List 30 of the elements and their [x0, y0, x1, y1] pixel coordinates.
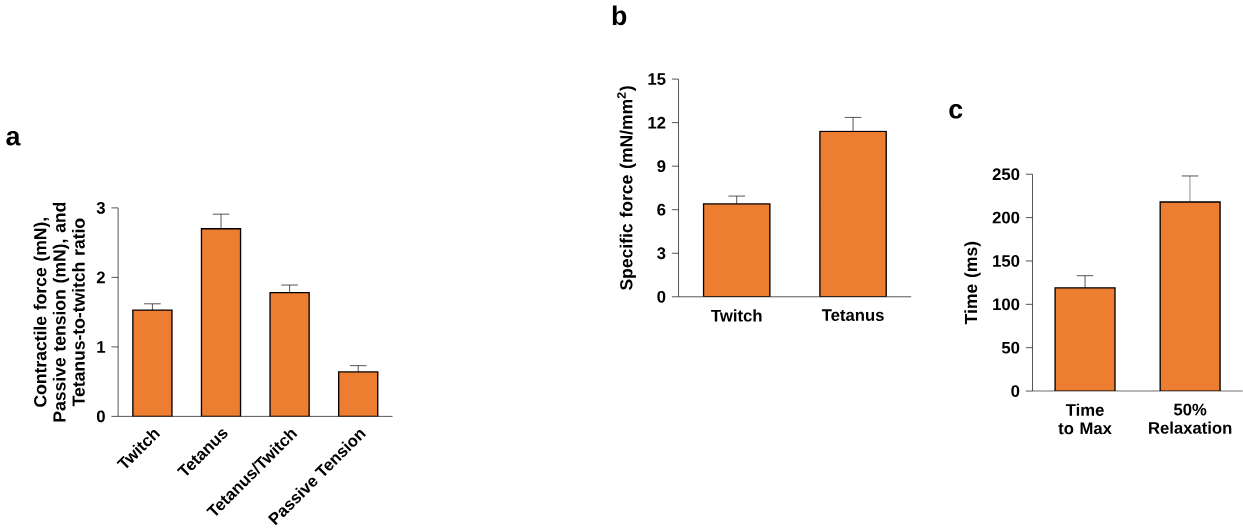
y-axis-title: Time (ms): [964, 241, 981, 325]
y-tick-label: 15: [648, 73, 666, 85]
chart-title: a: [6, 130, 21, 146]
bar: [132, 309, 173, 417]
y-tick-label: 6: [657, 203, 666, 216]
bar: [200, 228, 242, 417]
y-axis-title: Specific force (mN/mm$^{2}$): [617, 86, 636, 291]
y-tick-label: 150: [993, 255, 1020, 267]
y-tick-label: 250: [992, 168, 1020, 181]
y-tick-label: 3: [96, 201, 105, 214]
y-tick-label: 9: [657, 160, 666, 173]
bar: [337, 371, 379, 417]
x-tick-label: Tetanus: [821, 309, 884, 321]
y-tick-label: 50: [1001, 341, 1020, 354]
x-tick-label: Time to Max: [1058, 403, 1112, 435]
bar: [269, 292, 310, 417]
x-tick-label: 50% Relaxation: [1149, 403, 1232, 434]
y-tick-label: 200: [992, 211, 1020, 224]
chart-title: b: [612, 5, 627, 26]
y-axis-title: Contractile force (mN), Passive tension (mN), and Tetanus-to-twitch ratio: [33, 202, 85, 422]
y-tick-label: 0: [96, 410, 105, 423]
y-tick-label: 2: [96, 271, 105, 284]
y-tick-label: 0: [1011, 385, 1020, 397]
y-tick-label: 1: [97, 341, 106, 353]
chart-title: c: [949, 103, 963, 119]
y-tick-label: 12: [648, 116, 666, 129]
y-tick-label: 3: [657, 247, 666, 260]
y-tick-label: 100: [993, 298, 1020, 311]
y-tick-label: 0: [657, 290, 666, 303]
x-tick-label: Twitch: [711, 309, 762, 322]
